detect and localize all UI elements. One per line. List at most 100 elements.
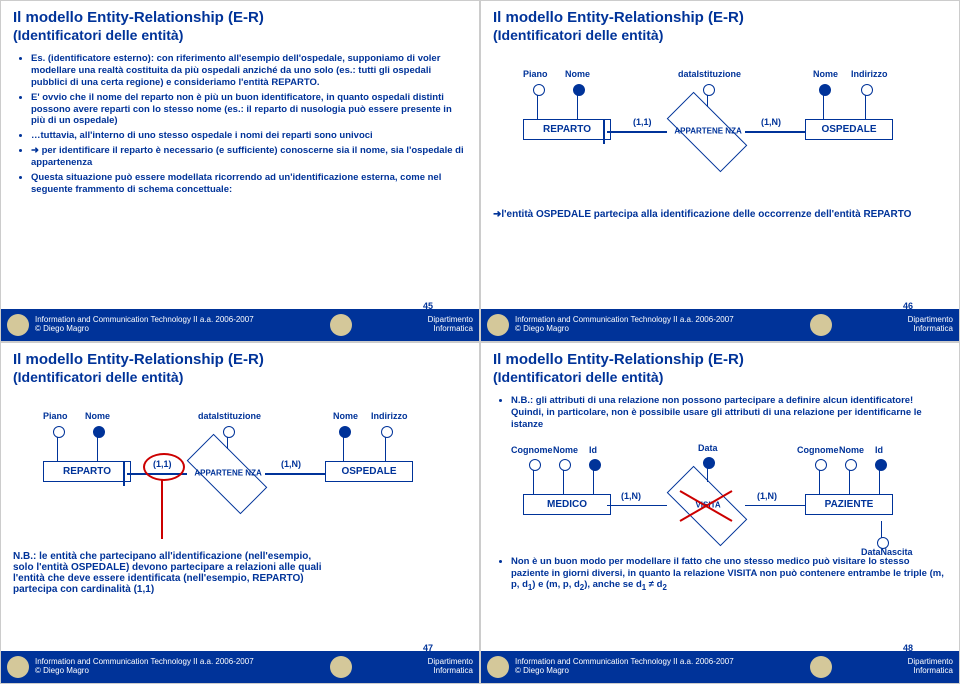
bullet: …tuttavia, all'interno di uno stesso osp…: [31, 130, 467, 142]
attr: [703, 457, 715, 469]
attr-label: Id: [589, 445, 597, 455]
page-num: 45: [423, 301, 433, 311]
seal-icon: [7, 656, 29, 678]
slide-title: Il modello Entity-Relationship (E-R)(Ide…: [13, 351, 467, 387]
attr-piano: [533, 84, 545, 96]
title-text: Il modello Entity-Relationship (E-R): [493, 351, 744, 368]
entity-ospedale: OSPEDALE: [325, 461, 413, 482]
line: [385, 436, 386, 461]
rel-label: APPARTENE NZA: [671, 126, 745, 135]
bullet: ➜ per identificare il reparto è necessar…: [31, 145, 467, 169]
content: N.B.: gli attributi di una relazione non…: [493, 393, 947, 651]
footer: Information and Communication Technology…: [1, 309, 479, 341]
dept: Informatica: [428, 325, 473, 334]
attr: [339, 426, 351, 438]
slide-title: Il modello Entity-Relationship (E-R)(Ide…: [493, 351, 947, 387]
slide-title: Il modello Entity-Relationship (E-R)(Ide…: [493, 9, 947, 45]
attr: [381, 426, 393, 438]
line: [745, 131, 805, 133]
entity-reparto: REPARTO: [43, 461, 131, 482]
cardinality: (1,N): [621, 491, 641, 501]
line: [881, 521, 882, 539]
attr: [815, 459, 827, 471]
er-diagram: REPARTO Piano Nome (1,1) APPARTENE NZA d…: [493, 59, 947, 179]
line: [57, 436, 58, 461]
subtitle: (Identificatori delle entità): [493, 27, 663, 43]
page-num: 46: [903, 301, 913, 311]
subtitle: (Identificatori delle entità): [493, 369, 663, 385]
footer: Information and Communication Technology…: [481, 309, 959, 341]
subtitle: (Identificatori delle entità): [13, 27, 183, 43]
page-num: 47: [423, 643, 433, 653]
attr: [223, 426, 235, 438]
line: [603, 119, 605, 144]
attr: [53, 426, 65, 438]
title-text: Il modello Entity-Relationship (E-R): [493, 9, 744, 26]
nb2: Non è un buon modo per modellare il fatt…: [511, 556, 947, 594]
dept: Informatica: [908, 667, 953, 676]
seal-icon: [487, 314, 509, 336]
author: © Diego Magro: [35, 325, 254, 334]
attr-label: Nome: [813, 69, 838, 79]
er-diagram: MEDICO Cognome Nome Id (1,N) VISITA Data…: [493, 439, 947, 554]
line: [707, 467, 708, 482]
content: REPARTO Piano Nome (1,1) APPARTENE NZA d…: [13, 393, 467, 651]
attr-label: Nome: [85, 411, 110, 421]
title-text: Il modello Entity-Relationship (E-R): [13, 9, 264, 26]
attr-label: Indirizzo: [851, 69, 888, 79]
dept: Informatica: [428, 667, 473, 676]
author: © Diego Magro: [515, 667, 734, 676]
line: [343, 436, 344, 461]
entity-reparto: REPARTO: [523, 119, 611, 140]
attr-label: Nome: [333, 411, 358, 421]
rel-label: APPARTENE NZA: [191, 468, 265, 477]
content: Es. (identificatore esterno): con riferi…: [13, 51, 467, 309]
dept: Informatica: [908, 325, 953, 334]
cardinality: (1,N): [761, 117, 781, 127]
cardinality: (1,N): [757, 491, 777, 501]
attr-label: Piano: [43, 411, 68, 421]
attr-ind: [861, 84, 873, 96]
line: [745, 505, 805, 507]
subtitle: (Identificatori delle entità): [13, 369, 183, 385]
line: [533, 469, 534, 494]
note: ➜l'entità OSPEDALE partecipa alla identi…: [493, 209, 947, 220]
red-line: [161, 479, 163, 539]
attr: [559, 459, 571, 471]
title-text: Il modello Entity-Relationship (E-R): [13, 351, 264, 368]
line: [879, 469, 880, 494]
attr-label: dataIstituzione: [678, 69, 741, 79]
seal-icon: [330, 656, 352, 678]
attr-label: Nome: [565, 69, 590, 79]
attr-label: Cognome: [797, 445, 839, 455]
entity-medico: MEDICO: [523, 494, 611, 515]
attr-label: Data: [698, 443, 718, 453]
cardinality: (1,N): [281, 459, 301, 469]
attr: [875, 459, 887, 471]
slide-47: Il modello Entity-Relationship (E-R)(Ide…: [0, 342, 480, 684]
line: [607, 505, 667, 507]
line: [537, 94, 538, 119]
seal-icon: [810, 656, 832, 678]
line: [593, 469, 594, 494]
line: [819, 469, 820, 494]
attr: [845, 459, 857, 471]
line: [607, 131, 667, 133]
attr-label: dataIstituzione: [198, 411, 261, 421]
attr-label: Piano: [523, 69, 548, 79]
author: © Diego Magro: [515, 325, 734, 334]
line: [265, 473, 325, 475]
attr-label: Indirizzo: [371, 411, 408, 421]
attr-nome: [573, 84, 585, 96]
entity-ospedale: OSPEDALE: [805, 119, 893, 140]
attr-label: Nome: [839, 445, 864, 455]
line: [563, 469, 564, 494]
attr-label: Id: [875, 445, 883, 455]
attr: [529, 459, 541, 471]
slide-48: Il modello Entity-Relationship (E-R)(Ide…: [480, 342, 960, 684]
slide-46: Il modello Entity-Relationship (E-R)(Ide…: [480, 0, 960, 342]
attr: [589, 459, 601, 471]
line: [577, 94, 578, 119]
seal-icon: [7, 314, 29, 336]
slide-45: Il modello Entity-Relationship (E-R)(Ide…: [0, 0, 480, 342]
